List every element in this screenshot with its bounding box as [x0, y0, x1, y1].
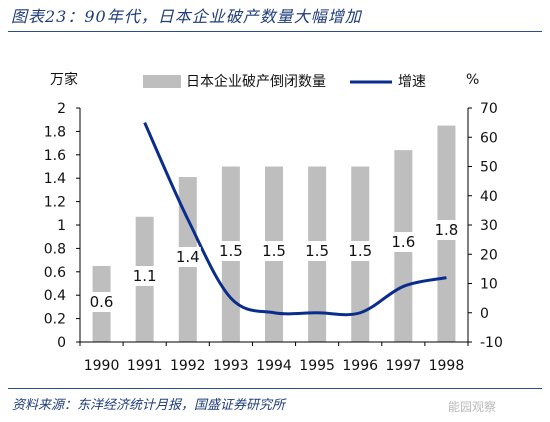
watermark: 能园观察: [448, 396, 496, 415]
x-tick-label-1993: 1993: [213, 358, 249, 374]
data-label-1995: 1.5: [305, 242, 329, 260]
data-label-bg: [217, 241, 244, 261]
watermark-text: 能园观察: [448, 400, 497, 414]
left-tick-label: 1.8: [44, 124, 66, 140]
data-label-1996: 1.5: [348, 242, 372, 260]
x-tick-label-1997: 1997: [386, 358, 422, 374]
figure-title-text: 图表23：90年代，日本企业破产数量大幅增加: [11, 7, 362, 26]
left-tick-label: 0: [57, 335, 66, 351]
right-tick-label: 0: [480, 306, 489, 322]
growth-rate-line: [143, 122, 447, 317]
right-tick-label: 40: [480, 189, 498, 205]
left-tick-label: 1.6: [44, 148, 66, 164]
data-label-bg: [131, 266, 158, 286]
source-rule: [8, 388, 542, 389]
right-tick-label: 50: [480, 160, 498, 176]
legend-line-label: 增速: [398, 74, 426, 90]
x-tick-label-1994: 1994: [256, 358, 292, 374]
x-tick-label-1996: 1996: [342, 358, 378, 374]
right-tick-label: 60: [480, 130, 498, 146]
legend-bar-label: 日本企业破产倒闭数量: [186, 73, 326, 90]
data-label-bg: [261, 241, 287, 261]
title-rule: [8, 31, 542, 32]
combo-chart: 0 0.2 0.4 0.6 0.8 1 1.2 1.4 1.6 1.8 2 -10 0 10 20 30 40 5…: [44, 71, 503, 374]
x-tick-label-1990: 1990: [84, 358, 120, 374]
data-label-bg: [433, 220, 460, 240]
left-tick-label: 2: [57, 101, 66, 117]
left-tick-label: 1.4: [44, 171, 66, 187]
source-text: 资料来源：东洋经济统计月报，国盛证券研究所: [12, 398, 286, 413]
left-tick-label: 1.2: [44, 195, 66, 211]
x-tick-label-1995: 1995: [299, 358, 335, 374]
left-axis-unit: 万家: [50, 71, 78, 88]
right-tick-label: 20: [480, 247, 498, 263]
left-tick-label: 0.4: [44, 288, 66, 304]
data-label-bg: [304, 241, 331, 261]
source-note: 资料来源：东洋经济统计月报，国盛证券研究所: [12, 394, 285, 413]
x-tick-label-1991: 1991: [127, 358, 163, 374]
right-tick-label: 30: [480, 218, 498, 234]
data-label-1993: 1.5: [219, 242, 243, 260]
data-label-bg: [347, 241, 374, 261]
data-label-1994: 1.5: [262, 242, 286, 260]
right-tick-label: 70: [480, 101, 498, 117]
left-tick-label: 1: [57, 218, 66, 234]
data-label-1991: 1.1: [133, 267, 157, 285]
left-tick-label: 0.2: [44, 312, 66, 328]
figure-title: 图表23：90年代，日本企业破产数量大幅增加: [11, 4, 541, 30]
right-axis-unit: %: [466, 72, 479, 88]
left-tick-label: 0.6: [44, 265, 66, 281]
right-tick-label: -10: [480, 335, 503, 351]
x-tick-label-1998: 1998: [429, 358, 465, 374]
x-tick-label-1992: 1992: [170, 358, 206, 374]
data-label-1997: 1.6: [391, 233, 415, 251]
right-tick-label: 10: [480, 277, 498, 293]
data-label-1992: 1.4: [176, 248, 200, 266]
data-label-1998: 1.8: [435, 221, 459, 239]
legend-bar-swatch: [143, 75, 181, 88]
data-label-bg: [88, 292, 115, 312]
left-tick-label: 0.8: [44, 241, 66, 257]
data-label-1990: 0.6: [90, 293, 114, 311]
data-label-bg: [174, 247, 201, 267]
data-label-bg: [390, 232, 417, 252]
